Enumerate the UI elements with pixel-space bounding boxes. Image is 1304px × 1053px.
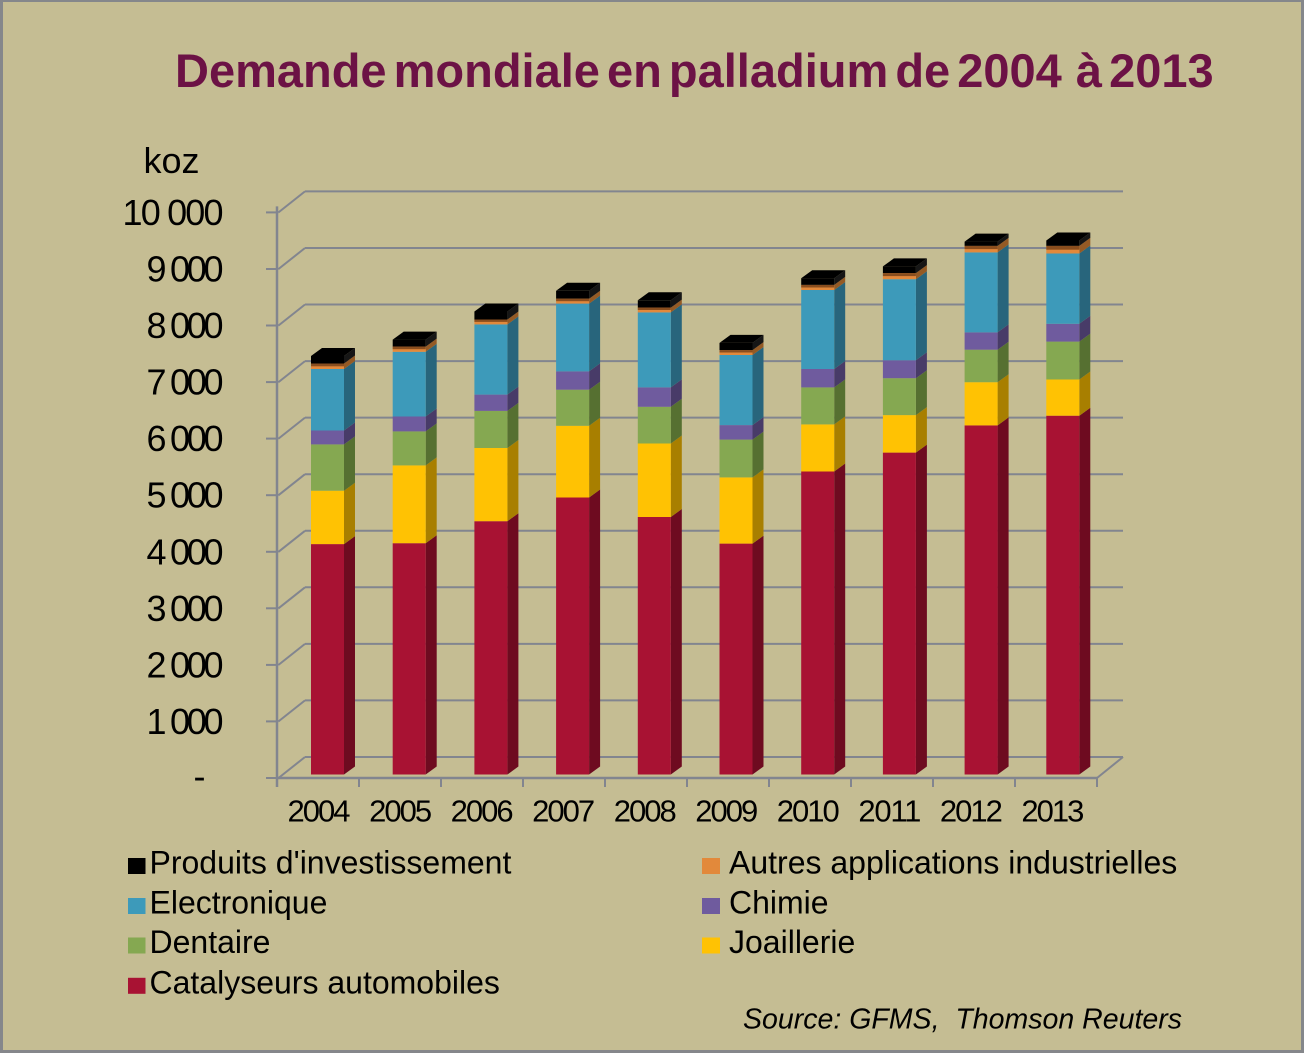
- svg-text:2007: 2007: [532, 794, 595, 829]
- svg-text:3 000: 3 000: [147, 588, 224, 629]
- svg-text:10 000: 10 000: [123, 192, 224, 233]
- svg-text:9 000: 9 000: [147, 249, 224, 290]
- svg-text:2008: 2008: [614, 794, 677, 829]
- svg-text:Chimie: Chimie: [729, 885, 829, 921]
- svg-text:2010: 2010: [777, 794, 840, 829]
- svg-text:2005: 2005: [369, 794, 432, 829]
- svg-text:2009: 2009: [695, 794, 758, 829]
- svg-text:Dentaire: Dentaire: [150, 924, 271, 960]
- svg-text:Joaillerie: Joaillerie: [729, 924, 855, 960]
- svg-text:2006: 2006: [451, 794, 514, 829]
- svg-text:4 000: 4 000: [147, 531, 224, 572]
- svg-text:5 000: 5 000: [147, 475, 224, 516]
- svg-text:2013: 2013: [1021, 794, 1084, 829]
- svg-text:6 000: 6 000: [147, 418, 224, 459]
- svg-text:Produits d'investissement: Produits d'investissement: [150, 845, 512, 881]
- svg-text:Catalyseurs automobiles: Catalyseurs automobiles: [150, 964, 500, 1000]
- svg-text:Source: GFMS, Thomson Reuters: Source: GFMS, Thomson Reuters: [743, 1004, 1182, 1036]
- svg-text:Electronique: Electronique: [150, 885, 328, 921]
- svg-text:2012: 2012: [940, 794, 1003, 829]
- svg-text:2004: 2004: [288, 794, 351, 829]
- svg-text:Autres applications industriel: Autres applications industrielles: [729, 845, 1177, 881]
- svg-text:8 000: 8 000: [147, 305, 224, 346]
- svg-text:koz: koz: [144, 140, 200, 181]
- svg-text:7 000: 7 000: [147, 362, 224, 403]
- svg-text:2011: 2011: [858, 794, 921, 829]
- svg-text:1 000: 1 000: [147, 701, 224, 742]
- svg-text:-: -: [194, 756, 206, 797]
- svg-text:Demande mondiale en palladium: Demande mondiale en palladium de 2004 à …: [175, 44, 1214, 97]
- svg-text:2 000: 2 000: [147, 644, 224, 685]
